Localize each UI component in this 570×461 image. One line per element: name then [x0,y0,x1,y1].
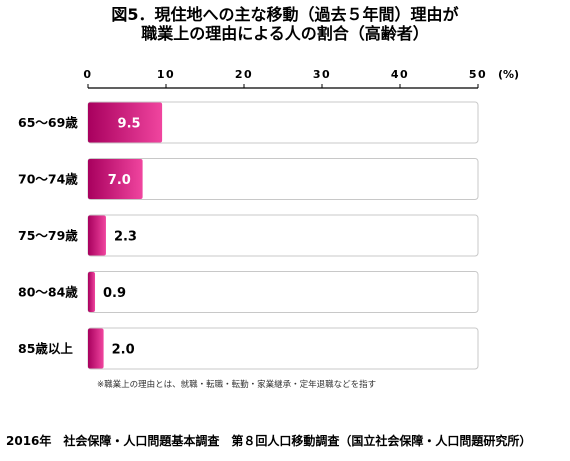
data-label: 2.0 [112,343,135,358]
bar [88,328,104,369]
category-label: 80～84歳 [18,285,78,300]
data-label: 9.5 [118,117,141,132]
x-tick-label: 40 [391,68,409,81]
unit-label: (%) [498,68,519,81]
chart-title-line2: 職業上の理由による人の割合（高齢者） [141,24,429,43]
x-tick-label: 10 [157,68,175,81]
bar [88,272,96,312]
bar [88,215,106,256]
category-label: 65～69歳 [18,115,78,130]
bar-track [87,158,479,200]
x-tick-label: 30 [313,68,331,81]
chart-title-line1: 図5．現住地への主な移動（過去５年間）理由が [111,5,459,24]
source-footer: 2016年 社会保障・人口問題基本調査 第８回人口移動調査（国立社会保障・人口問… [6,434,532,448]
bar-track [87,214,479,257]
data-label: 7.0 [108,173,131,188]
x-tick-label: 50 [469,68,487,81]
category-label: 75～79歳 [18,228,78,243]
category-label: 85歳以上 [18,341,73,356]
x-tick-label: 0 [83,68,92,81]
bar [88,102,163,143]
bar-track [87,271,479,313]
bar [88,159,143,199]
footnote: ※職業上の理由とは、就職・転職・転勤・家業継承・定年退職などを指す [97,380,377,390]
data-label: 0.9 [103,286,126,301]
x-tick-label: 20 [235,68,253,81]
bar-track [87,327,479,370]
data-label: 2.3 [114,230,137,245]
category-label: 70～74歳 [18,172,78,187]
bar-chart: 0 10 20 30 40 50 (%) 65～69歳 9.5 70～74歳 7.0 75～79歳 2… [18,68,519,370]
